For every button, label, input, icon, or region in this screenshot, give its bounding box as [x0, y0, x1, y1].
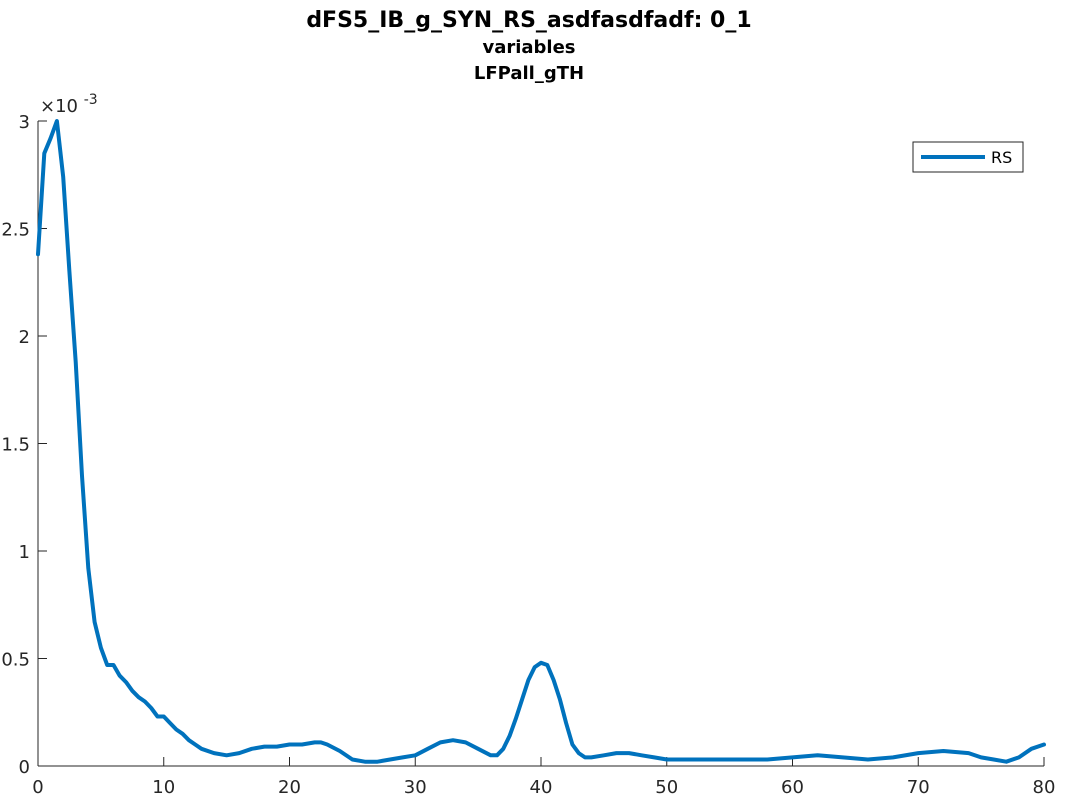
- x-tick-label: 60: [781, 777, 804, 798]
- series-layer: [36, 119, 1046, 764]
- series-line-rs: [36, 119, 1046, 764]
- chart-title: dFS5_IB_g_SYN_RS_asdfasdfadf: 0_1: [306, 8, 751, 33]
- y-tick-label: 2.5: [1, 220, 30, 241]
- x-tick-label: 30: [404, 777, 427, 798]
- legend-label-rs: RS: [991, 148, 1012, 167]
- x-tick-label: 10: [152, 777, 175, 798]
- axes: 0 10 20 30 40 50 60 70 80 0 0.5 1 1.5 2 2.5 3: [1, 112, 1055, 798]
- x-tick-label: 0: [32, 777, 43, 798]
- x-tick-label: 40: [530, 777, 553, 798]
- plot-area: [38, 121, 1044, 766]
- chart-subtitle-line-1: variables: [482, 37, 575, 58]
- y-tick-label: 0.5: [1, 650, 30, 671]
- legend: RS: [912, 141, 1024, 173]
- x-tick-label: 70: [907, 777, 930, 798]
- x-tick-label: 20: [278, 777, 301, 798]
- y-tick-label: 2: [19, 327, 30, 348]
- y-tick-label: 1: [19, 542, 30, 563]
- x-tick-label: 50: [655, 777, 678, 798]
- y-tick-label: 3: [19, 112, 30, 133]
- x-tick-label: 80: [1033, 777, 1056, 798]
- y-tick-label: 1.5: [1, 435, 30, 456]
- y-exponent-value: -3: [84, 92, 98, 108]
- y-exponent-base: ×10: [40, 96, 78, 117]
- chart-subtitle-line-2: LFPall_gTH: [474, 63, 584, 84]
- y-tick-label: 0: [19, 757, 30, 778]
- y-axis-exponent: ×10 -3: [40, 92, 98, 117]
